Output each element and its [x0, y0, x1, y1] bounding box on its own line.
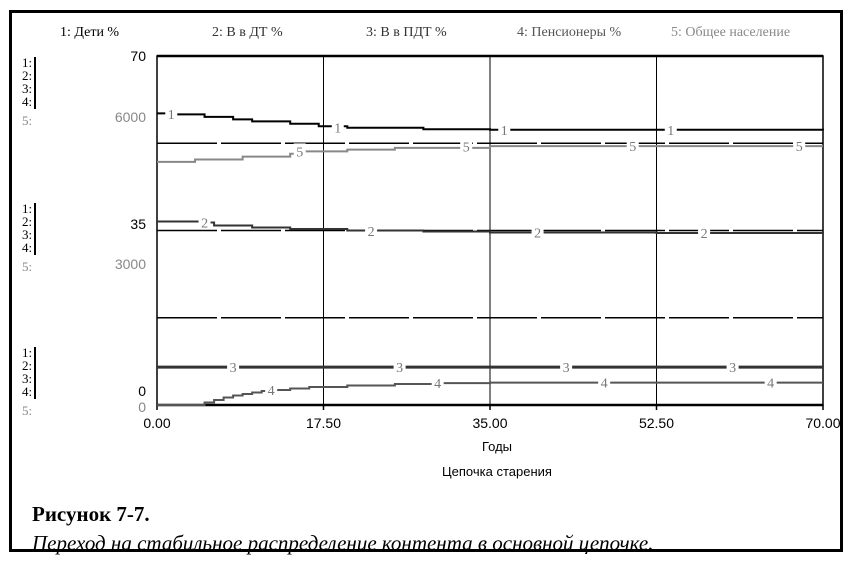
series-marker-bg [626, 138, 639, 154]
axis-index-label: 3: [22, 371, 32, 386]
legend-item-3: 3: В в ПДТ % [366, 25, 447, 40]
axis-index-label: 3: [22, 227, 32, 242]
series-marker-4: 4 [434, 377, 441, 392]
x-tick-label: 17.50 [306, 415, 341, 431]
x-tick-label: 35.00 [472, 415, 507, 431]
axis-index-label: 1: [22, 55, 32, 70]
figure-frame: 1: Дети % 2: В в ДТ % 3: В в ПДТ % 4: Пенси… [9, 10, 843, 555]
axis-index-label: 2: [22, 68, 32, 83]
series-marker-3: 3 [230, 361, 237, 376]
x-tick-label: 52.50 [639, 415, 674, 431]
plot-grid [156, 54, 824, 410]
series-marker-4: 4 [601, 377, 608, 392]
legend-item-4: 4: Пенсионеры % [517, 25, 622, 40]
series-marker-bg [726, 359, 739, 375]
legend-item-1: 1: Дети % [60, 25, 119, 40]
series-marker-bg [560, 359, 573, 375]
axis-labels: 1:2:3:4:5:1:2:3:4:5:1:2:3:4:5:7060003530… [22, 48, 146, 418]
axis-index-label: 3: [22, 81, 32, 96]
line-chart: 1: Дети % 2: В в ДТ % 3: В в ПДТ % 4: Пенси… [22, 25, 840, 479]
series-marker-2: 2 [534, 227, 541, 242]
axis-index-label: 4: [22, 384, 32, 399]
y-tick-pct: 70 [130, 48, 146, 64]
x-tick-label: 70.00 [805, 415, 840, 431]
series-marker-3: 3 [729, 361, 736, 376]
series-markers: 1 1 1 1 2 2 2 2 3 3 3 3 4 4 4 4 5 5 5 5 [165, 106, 806, 399]
series-marker-bg [198, 214, 211, 230]
series-marker-bg [664, 121, 677, 137]
series-marker-5: 5 [296, 145, 303, 160]
series-marker-1: 1 [667, 124, 674, 139]
axis-index-label: 4: [22, 240, 32, 255]
legend-item-2: 2: В в ДТ % [212, 25, 283, 40]
x-axis-label: Годы [482, 439, 512, 454]
series-marker-5: 5 [796, 140, 803, 155]
chart-title: Цепочка старения [442, 464, 552, 479]
series-marker-4: 4 [767, 377, 774, 392]
y-tick-pop: 3000 [115, 256, 146, 272]
series-marker-bg [365, 222, 378, 238]
series-marker-bg [498, 121, 511, 137]
y-tick-pop: 6000 [115, 109, 146, 125]
series-marker-bg [698, 225, 711, 241]
series-marker-3: 3 [396, 361, 403, 376]
series-marker-5: 5 [463, 141, 470, 156]
series-marker-bg [460, 138, 473, 154]
y-tick-pct: 35 [130, 216, 146, 232]
axis-index-label: 1: [22, 201, 32, 216]
series-marker-bg [764, 374, 777, 390]
figure-caption: Переход на стабильное распределение конт… [32, 531, 654, 555]
series-marker-bg [265, 382, 278, 398]
series-marker-bg [598, 374, 611, 390]
series-marker-bg [431, 375, 444, 391]
x-tick-label: 0.00 [143, 415, 170, 431]
axis-index-label: 4: [22, 94, 32, 109]
x-tick-labels: 0.00 17.50 35.00 52.50 70.00 [143, 415, 840, 431]
series-marker-bg [331, 119, 344, 135]
series-marker-bg [793, 138, 806, 154]
series-marker-2: 2 [368, 225, 375, 240]
series-marker-bg [165, 106, 178, 122]
series-marker-5: 5 [629, 140, 636, 155]
series-marker-2: 2 [201, 217, 208, 232]
series-marker-1: 1 [501, 124, 508, 139]
series-marker-1: 1 [334, 121, 341, 136]
axis-index-label: 5: [22, 113, 32, 128]
axis-index-label: 5: [22, 259, 32, 274]
series-line-2 [157, 220, 824, 234]
series-marker-2: 2 [701, 227, 708, 242]
series-marker-4: 4 [268, 384, 275, 399]
axis-index-label: 2: [22, 358, 32, 373]
legend-item-5: 5: Общее население [671, 25, 790, 40]
axis-index-label: 5: [22, 403, 32, 418]
series-marker-bg [531, 224, 544, 240]
y-tick-pop: 0 [138, 399, 146, 415]
series-marker-bg [393, 359, 406, 375]
series-marker-bg [293, 143, 306, 159]
axis-index-label: 2: [22, 214, 32, 229]
legend: 1: Дети % 2: В в ДТ % 3: В в ПДТ % 4: Пенси… [60, 25, 790, 40]
figure-label: Рисунок 7-7. [32, 502, 150, 526]
series-marker-bg [227, 359, 240, 375]
series-marker-3: 3 [563, 361, 570, 376]
y-tick-pct: 0 [138, 383, 146, 399]
axis-index-label: 1: [22, 345, 32, 360]
series-marker-1: 1 [168, 108, 175, 123]
series-line-1 [157, 112, 824, 131]
